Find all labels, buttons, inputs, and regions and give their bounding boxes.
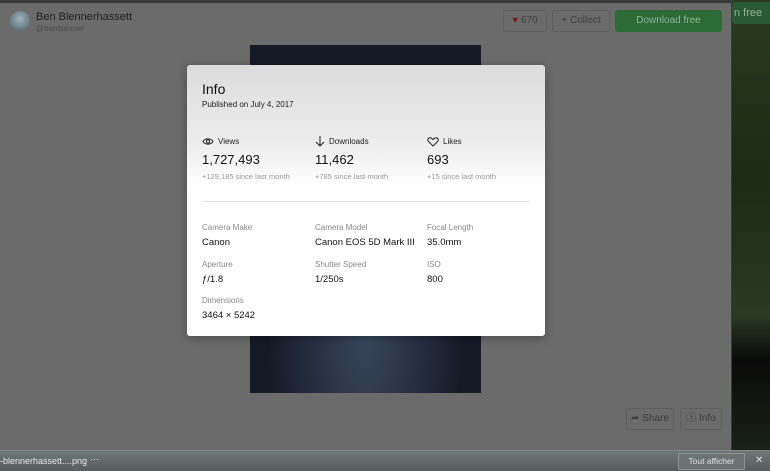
- stat-delta: +785 since last month: [315, 172, 389, 181]
- info-button[interactable]: ⓘ Info: [680, 408, 722, 430]
- spec-label: Camera Model: [315, 223, 368, 232]
- info-dialog: Info Published on July 4, 2017 Views 1,7…: [187, 65, 545, 336]
- info-title: Info: [202, 81, 226, 97]
- spec-value: 35.0mm: [427, 237, 462, 248]
- stat-value: 11,462: [315, 152, 354, 167]
- spec-value: Canon EOS 5D Mark III: [315, 237, 415, 248]
- spec-label: Aperture: [202, 260, 233, 269]
- background-photo-strip: n free: [732, 0, 770, 450]
- published-date: Published on July 4, 2017: [202, 100, 294, 109]
- stat-label: Downloads: [329, 137, 369, 146]
- spec-label: Shutter Speed: [315, 260, 367, 269]
- spec-value: 1/250s: [315, 274, 344, 285]
- spec-value: Canon: [202, 237, 230, 248]
- stat-value: 693: [427, 152, 449, 167]
- collect-button[interactable]: + Collect: [552, 10, 610, 32]
- spec-label: ISO: [427, 260, 441, 269]
- like-count: 670: [521, 15, 538, 26]
- stat-value: 1,727,493: [202, 152, 260, 167]
- stat-views: Views 1,727,493 +129,185 since last mont…: [202, 136, 312, 181]
- stat-delta: +15 since last month: [427, 172, 496, 181]
- downloaded-file[interactable]: -blennerhassett....png: [0, 456, 88, 466]
- heart-icon: [427, 136, 439, 147]
- show-all-button[interactable]: Tout afficher: [678, 453, 745, 470]
- plus-icon: +: [561, 15, 568, 26]
- spec-shutter-speed: Shutter Speed 1/250s: [315, 260, 425, 285]
- stat-label: Views: [218, 137, 240, 146]
- stat-delta: +129,185 since last month: [202, 172, 290, 181]
- arrow-down-icon: [315, 136, 325, 147]
- spec-iso: ISO 800: [427, 260, 537, 285]
- spec-dimensions: Dimensions 3464 × 5242: [202, 296, 312, 321]
- spec-value: 3464 × 5242: [202, 310, 256, 321]
- info-label: Info: [699, 413, 716, 424]
- more-options-icon[interactable]: ···: [90, 454, 99, 464]
- user-name[interactable]: Ben Blennerhassett: [36, 11, 133, 23]
- photo-header: Ben Blennerhassett @benblenner ♥ 670 + C…: [0, 3, 731, 41]
- like-button[interactable]: ♥ 670: [503, 10, 547, 32]
- spec-focal-length: Focal Length 35.0mm: [427, 223, 537, 248]
- background-download-button: n free: [732, 2, 770, 24]
- share-label: Share: [642, 413, 669, 424]
- spec-value: 800: [427, 274, 443, 285]
- close-icon[interactable]: ✕: [755, 455, 764, 466]
- download-button[interactable]: Download free: [615, 10, 722, 32]
- collect-label: Collect: [570, 15, 601, 26]
- stat-likes: Likes 693 +15 since last month: [427, 136, 537, 181]
- divider: [202, 201, 530, 202]
- spec-label: Dimensions: [202, 296, 244, 305]
- user-handle[interactable]: @benblenner: [36, 24, 85, 33]
- spec-aperture: Aperture ƒ/1.8: [202, 260, 312, 285]
- stat-downloads: Downloads 11,462 +785 since last month: [315, 136, 425, 181]
- avatar[interactable]: [10, 11, 30, 31]
- spec-value: ƒ/1.8: [202, 274, 224, 285]
- spec-label: Focal Length: [427, 223, 474, 232]
- heart-icon: ♥: [512, 15, 519, 26]
- spec-label: Camera Make: [202, 223, 253, 232]
- spec-camera-model: Camera Model Canon EOS 5D Mark III: [315, 223, 425, 248]
- share-icon: ➦: [631, 413, 640, 424]
- download-bar: -blennerhassett....png ··· Tout afficher…: [0, 450, 770, 471]
- spec-camera-make: Camera Make Canon: [202, 223, 312, 248]
- info-icon: ⓘ: [686, 413, 697, 424]
- share-button[interactable]: ➦ Share: [626, 408, 674, 430]
- stat-label: Likes: [443, 137, 462, 146]
- eye-icon: [202, 138, 214, 145]
